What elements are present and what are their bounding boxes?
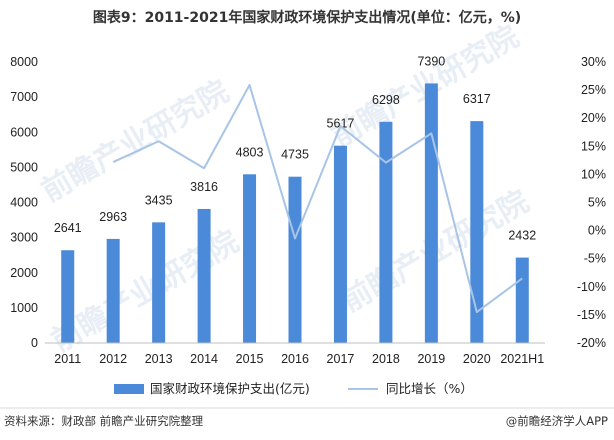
bar-value-label: 3435	[145, 193, 173, 207]
x-tick-label: 2017	[327, 352, 355, 366]
chart-title: 图表9：2011-2021年国家财政环境保护支出情况(单位：亿元，%)	[93, 9, 521, 26]
y-right-tick-label: 20%	[581, 111, 606, 125]
bar	[424, 83, 438, 344]
bar	[106, 238, 120, 343]
bar	[379, 121, 393, 344]
x-tick-label: 2016	[281, 352, 309, 366]
bar-value-label: 5617	[327, 117, 355, 131]
bar-value-label: 2641	[54, 221, 82, 235]
y-axis-left: 0 1000 2000 3000 4000 5000 6000 7000 8000	[10, 55, 38, 350]
bar-value-label: 6298	[372, 93, 400, 107]
y-right-tick-label: -15%	[577, 308, 606, 322]
y-right-tick-label: -10%	[577, 280, 606, 294]
x-axis: 2011 2012 2013 2014 2015 2016 2017 2018 2019 2020…	[54, 352, 544, 366]
bar-value-label: 3816	[190, 180, 218, 194]
bar-value-label: 6317	[463, 92, 491, 106]
bar-value-label: 4803	[236, 145, 264, 159]
y-left-tick-label: 0	[31, 336, 38, 350]
x-tick-label: 2015	[236, 352, 264, 366]
bar	[152, 222, 166, 343]
x-tick-label: 2012	[99, 352, 127, 366]
y-right-tick-label: -5%	[584, 252, 606, 266]
x-tick-label: 2020	[463, 352, 491, 366]
bar-value-label: 2432	[508, 229, 536, 243]
bar	[197, 208, 211, 343]
y-left-tick-label: 3000	[10, 231, 38, 245]
y-left-tick-label: 1000	[10, 301, 38, 315]
bar	[61, 250, 75, 343]
y-left-tick-label: 8000	[10, 55, 38, 69]
x-tick-label: 2018	[372, 352, 400, 366]
bar	[470, 121, 484, 343]
legend: 国家财政环境保护支出(亿元) 同比增长（%）	[114, 381, 473, 396]
y-right-tick-label: 25%	[581, 83, 606, 97]
bar	[288, 176, 302, 343]
y-axis-right: -20% -15% -10% -5% 0% 5% 10% 15% 20% 25% 30%	[577, 55, 606, 350]
y-right-tick-label: 15%	[581, 139, 606, 153]
y-left-tick-label: 4000	[10, 196, 38, 210]
x-tick-label: 2021H1	[500, 352, 544, 366]
y-left-tick-label: 6000	[10, 125, 38, 139]
watermark-text: 前瞻产业研究院	[46, 224, 245, 359]
line-series	[112, 84, 523, 314]
bar	[333, 145, 347, 343]
y-right-tick-label: -20%	[577, 336, 606, 350]
legend-bar-label: 国家财政环境保护支出(亿元)	[150, 381, 310, 396]
bar-value-label: 2963	[99, 210, 127, 224]
x-tick-label: 2019	[417, 352, 445, 366]
x-tick-label: 2014	[190, 352, 218, 366]
bar-data-labels: 2641 2963 3435 3816 4803 4735 5617 6298 7390 6317…	[54, 54, 536, 242]
bar-value-label: 7390	[417, 54, 445, 68]
footer-brand: @前瞻经济学人APP	[506, 414, 608, 428]
y-right-tick-label: 30%	[581, 55, 606, 69]
y-left-tick-label: 2000	[10, 266, 38, 280]
y-right-tick-label: 0%	[588, 224, 606, 238]
bar	[515, 257, 529, 343]
y-right-tick-label: 10%	[581, 167, 606, 181]
legend-line-label: 同比增长（%）	[386, 381, 473, 396]
legend-bar-swatch	[114, 384, 144, 394]
growth-line	[112, 84, 523, 314]
y-right-tick-label: 5%	[588, 196, 606, 210]
bar	[243, 174, 257, 343]
y-left-tick-label: 7000	[10, 90, 38, 104]
x-tick-label: 2013	[145, 352, 173, 366]
footer-source: 资料来源：财政部 前瞻产业研究院整理	[4, 414, 204, 428]
x-tick-label: 2011	[54, 352, 81, 366]
bar-value-label: 4735	[281, 148, 309, 162]
y-left-tick-label: 5000	[10, 160, 38, 174]
